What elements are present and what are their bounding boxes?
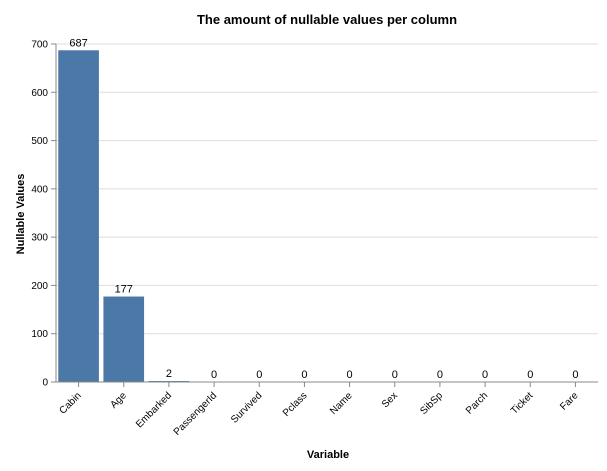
y-tick-label: 200 bbox=[31, 281, 48, 292]
x-tick-label-name: Name bbox=[328, 390, 355, 417]
bars bbox=[58, 50, 190, 383]
value-label-name: 0 bbox=[347, 369, 353, 381]
value-label-passengerid: 0 bbox=[211, 369, 217, 381]
y-tick-label: 600 bbox=[31, 88, 48, 99]
x-axis-title: Variable bbox=[307, 449, 349, 461]
value-labels: 687 177 2 0 0 0 0 0 0 0 0 0 bbox=[69, 37, 578, 381]
value-label-sibsp: 0 bbox=[437, 369, 443, 381]
grid-lines bbox=[56, 43, 598, 383]
value-label-sex: 0 bbox=[392, 369, 398, 381]
x-tick-label-parch: Parch bbox=[464, 390, 490, 416]
y-tick-label: 500 bbox=[31, 136, 48, 147]
x-tick-label-pclass: Pclass bbox=[281, 390, 310, 419]
x-tick-label-embarked: Embarked bbox=[134, 390, 174, 430]
x-tick-label-passengerid: PassengerId bbox=[172, 390, 219, 437]
value-label-embarked: 2 bbox=[166, 368, 172, 380]
chart-title: The amount of nullable values per column bbox=[197, 12, 457, 27]
x-tick-label-sex: Sex bbox=[380, 390, 400, 410]
y-tick-label: 100 bbox=[31, 329, 48, 340]
x-tick-label-ticket: Ticket bbox=[509, 390, 536, 417]
value-label-fare: 0 bbox=[572, 369, 578, 381]
x-tick-label-sibsp: SibSp bbox=[418, 390, 445, 417]
value-label-parch: 0 bbox=[482, 369, 488, 381]
y-tick-label: 300 bbox=[31, 233, 48, 244]
x-tick-label-age: Age bbox=[109, 390, 130, 411]
value-label-age: 177 bbox=[115, 284, 133, 296]
y-tick-label: 700 bbox=[31, 40, 48, 51]
y-tick-label: 0 bbox=[42, 378, 48, 389]
bar-age bbox=[103, 296, 145, 382]
y-tick-label: 400 bbox=[31, 184, 48, 195]
x-tick-label-survived: Survived bbox=[229, 390, 264, 425]
value-label-survived: 0 bbox=[256, 369, 262, 381]
bar-cabin bbox=[58, 50, 99, 383]
x-tick-label-cabin: Cabin bbox=[57, 390, 83, 416]
value-label-pclass: 0 bbox=[301, 369, 307, 381]
x-tick-label-fare: Fare bbox=[558, 390, 581, 413]
y-axis-title: Nullable Values bbox=[15, 174, 27, 255]
value-label-cabin: 687 bbox=[69, 37, 87, 49]
value-label-ticket: 0 bbox=[527, 369, 533, 381]
